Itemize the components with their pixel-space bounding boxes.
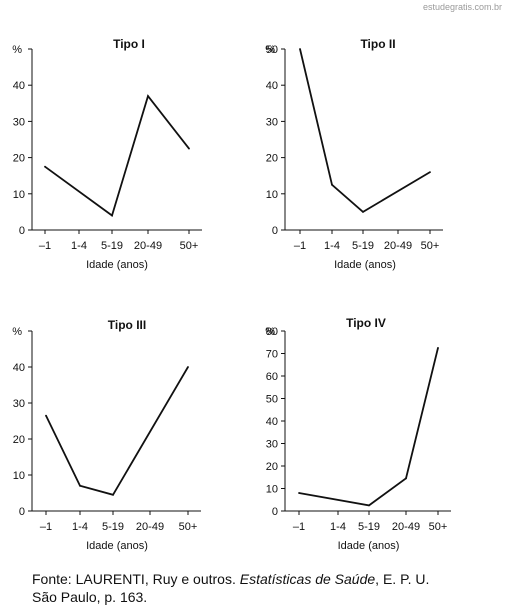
caption-suffix: , E. P. U.	[375, 571, 430, 587]
x-tick-label: 5-19	[352, 240, 374, 252]
y-tick-label: 40	[266, 416, 278, 428]
y-tick-label: 0	[19, 225, 25, 237]
y-tick-label: 30	[13, 398, 25, 410]
y-tick-label: 10	[266, 484, 278, 496]
data-point	[429, 171, 431, 174]
data-point	[112, 493, 114, 496]
data-point	[188, 147, 190, 150]
y-tick-label: 60	[266, 371, 278, 383]
chart-title: Tipo II	[360, 37, 395, 51]
y-tick-label: 20	[266, 461, 278, 473]
chart-title: Tipo IV	[346, 316, 386, 330]
caption-prefix: Fonte: LAURENTI, Ruy e outros.	[32, 571, 240, 587]
y-tick-label: 20	[13, 153, 25, 165]
y-tick-label: 0	[272, 506, 278, 518]
x-tick-label: –1	[293, 521, 305, 533]
x-tick-label: 1-4	[71, 240, 87, 252]
y-tick-label: 50	[266, 394, 278, 406]
y-tick-label: 10	[13, 470, 25, 482]
y-tick-label: 80	[266, 326, 278, 338]
data-point	[111, 214, 113, 217]
x-tick-label: –1	[39, 240, 51, 252]
data-point	[45, 414, 47, 417]
source-caption: Fonte: LAURENTI, Ruy e outros. Estatísti…	[32, 570, 429, 606]
y-tick-label: 40	[13, 362, 25, 374]
x-tick-label: 50+	[180, 240, 199, 252]
x-axis-label: Idade (anos)	[338, 540, 400, 552]
data-point	[147, 95, 149, 97]
y-tick-label: 70	[266, 349, 278, 361]
y-tick-label: 30	[13, 116, 25, 128]
y-axis-label: %	[265, 326, 275, 338]
x-tick-label: 20-49	[136, 521, 164, 533]
data-point	[187, 366, 189, 368]
x-tick-label: 1-4	[72, 521, 88, 533]
watermark: estudegratis.com.br	[422, 2, 502, 12]
x-tick-label: 20-49	[134, 240, 162, 252]
y-tick-label: 40	[13, 80, 25, 92]
caption-line-1: Fonte: LAURENTI, Ruy e outros. Estatísti…	[32, 570, 429, 588]
y-tick-label: 10	[13, 189, 25, 201]
y-tick-label: 10	[266, 189, 278, 201]
x-tick-label: 50+	[421, 240, 440, 252]
x-axis-label: Idade (anos)	[334, 259, 396, 271]
x-tick-label: 5-19	[102, 521, 124, 533]
x-tick-label: 1-4	[324, 240, 340, 252]
x-tick-label: 50+	[429, 521, 448, 533]
chart-title: Tipo III	[108, 318, 146, 332]
series-line	[44, 94, 190, 217]
series-line	[45, 366, 189, 496]
data-point	[331, 183, 333, 186]
y-axis-label: %	[12, 326, 22, 338]
data-point	[299, 48, 301, 50]
y-tick-label: 0	[272, 225, 278, 237]
series-line	[299, 48, 431, 214]
data-point	[298, 492, 300, 494]
y-axis-label: %	[12, 44, 22, 56]
caption-line-2: São Paulo, p. 163.	[32, 589, 148, 605]
y-axis-label: %	[265, 44, 275, 56]
y-tick-label: 20	[266, 153, 278, 165]
x-tick-label: 50+	[179, 521, 198, 533]
x-tick-label: 5-19	[101, 240, 123, 252]
data-point	[437, 347, 439, 349]
data-point	[405, 477, 407, 480]
x-axis-label: Idade (anos)	[86, 259, 148, 271]
y-tick-label: 30	[266, 439, 278, 451]
data-point	[44, 165, 46, 168]
x-tick-label: 1-4	[330, 521, 346, 533]
x-tick-label: –1	[40, 521, 52, 533]
y-tick-label: 50	[266, 44, 278, 56]
y-tick-label: 30	[266, 116, 278, 128]
y-tick-label: 0	[19, 506, 25, 518]
x-tick-label: 20-49	[384, 240, 412, 252]
caption-book-title: Estatísticas de Saúde	[239, 571, 376, 587]
data-point	[368, 504, 370, 507]
x-tick-label: 5-19	[358, 521, 380, 533]
y-tick-label: 20	[13, 434, 25, 446]
x-axis-label: Idade (anos)	[86, 540, 148, 552]
data-point	[79, 484, 81, 487]
x-tick-label: 20-49	[392, 521, 420, 533]
data-point	[362, 211, 364, 213]
chart-title: Tipo I	[113, 37, 145, 51]
series-line	[298, 347, 439, 507]
y-tick-label: 40	[266, 80, 278, 92]
x-tick-label: –1	[294, 240, 306, 252]
